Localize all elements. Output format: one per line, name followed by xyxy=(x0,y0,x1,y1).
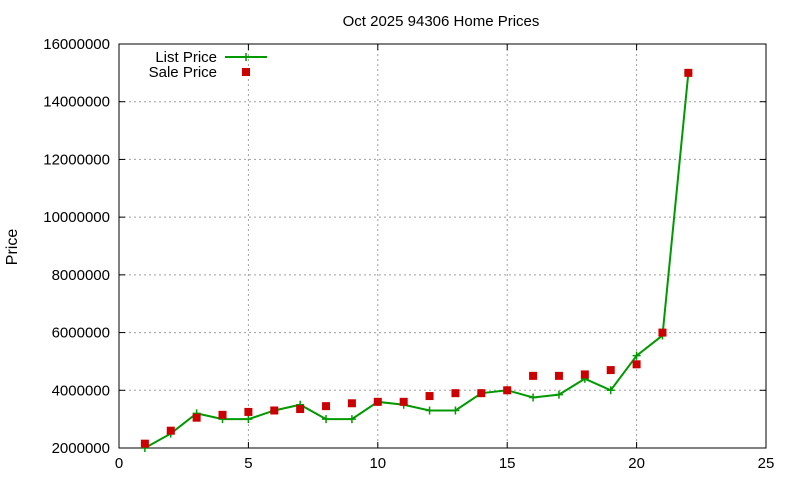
axis-ticks: 0 5 10 15 20 25 2000000 4000000 6000000 8000000 10… xyxy=(43,36,774,472)
y-tick-label: 4000000 xyxy=(52,382,110,399)
sale-price-point xyxy=(658,328,667,337)
sale-price-point xyxy=(166,426,175,435)
sale-price-point xyxy=(477,389,486,398)
x-tick-label: 15 xyxy=(499,455,516,472)
x-tick-label: 0 xyxy=(115,455,123,472)
list-price-point xyxy=(554,390,563,399)
sale-price-point xyxy=(296,405,305,414)
y-tick-label: 8000000 xyxy=(52,267,110,284)
legend-marker xyxy=(242,53,250,61)
y-tick-label: 16000000 xyxy=(43,36,110,53)
sale-price-point xyxy=(684,68,693,77)
sale-price-point xyxy=(554,371,563,380)
sale-price-point xyxy=(451,389,460,398)
list-price-point xyxy=(451,406,460,415)
grid-lines xyxy=(119,44,766,448)
x-tick-label: 20 xyxy=(628,455,645,472)
x-tick-label: 5 xyxy=(244,455,252,472)
sale-price-point xyxy=(606,366,615,375)
x-tick-label: 10 xyxy=(369,455,386,472)
legend-label: List Price xyxy=(155,49,217,66)
x-tick-label: 25 xyxy=(758,455,775,472)
list-price-point xyxy=(529,393,538,402)
y-tick-label: 6000000 xyxy=(52,325,110,342)
list-price-point xyxy=(347,415,356,424)
sale-price-point xyxy=(580,370,589,379)
sale-price-point xyxy=(322,402,331,411)
series-layer xyxy=(140,68,693,452)
list-price-point xyxy=(244,415,253,424)
sale-price-point xyxy=(218,410,227,419)
sale-price-series xyxy=(140,68,693,448)
y-tick-label: 12000000 xyxy=(43,151,110,168)
y-tick-label: 14000000 xyxy=(43,94,110,111)
legend-marker xyxy=(242,68,250,76)
legend-label: Sale Price xyxy=(149,64,217,81)
sale-price-point xyxy=(529,371,538,380)
sale-price-point xyxy=(244,407,253,416)
sale-price-point xyxy=(632,360,641,369)
y-tick-label: 2000000 xyxy=(52,440,110,457)
sale-price-point xyxy=(192,413,201,422)
list-price-point xyxy=(632,351,641,360)
sale-price-point xyxy=(270,406,279,415)
sale-price-point xyxy=(373,397,382,406)
list-price-point xyxy=(606,386,615,395)
plot-frame xyxy=(118,43,767,449)
list-price-point xyxy=(322,415,331,424)
sale-price-point xyxy=(347,399,356,408)
y-tick-label: 10000000 xyxy=(43,209,110,226)
y-axis-label: Price xyxy=(4,229,21,266)
sale-price-point xyxy=(140,439,149,448)
sale-price-point xyxy=(399,397,408,406)
sale-price-point xyxy=(425,392,434,401)
sale-price-point xyxy=(503,386,512,395)
list-price-point xyxy=(425,406,434,415)
list-price-series xyxy=(140,68,693,452)
list-price-line xyxy=(144,72,690,449)
chart-title: Oct 2025 94306 Home Prices xyxy=(343,13,540,30)
